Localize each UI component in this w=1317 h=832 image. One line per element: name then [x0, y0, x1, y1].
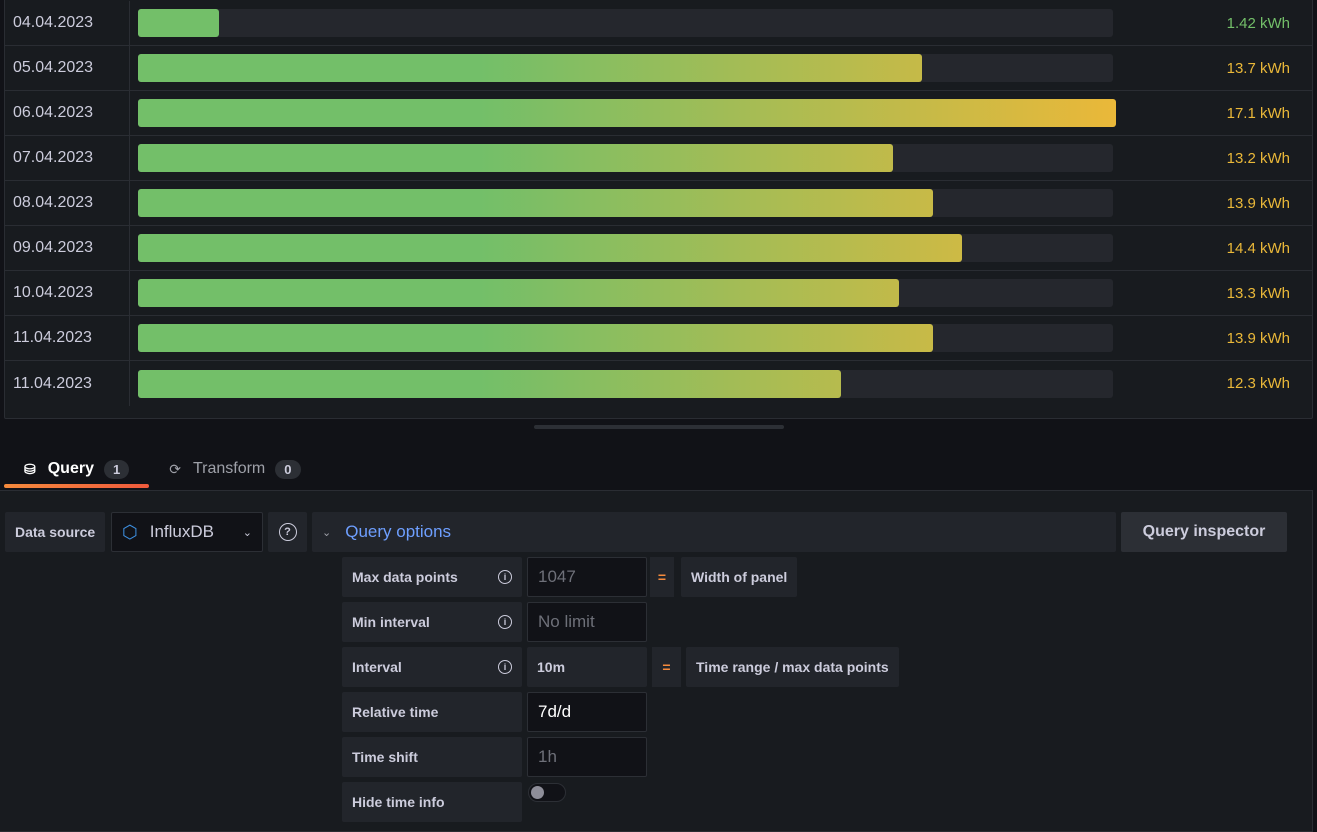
bar-gauge-fill [138, 54, 922, 82]
table-row: 09.04.2023 14.4 kWh [5, 226, 1312, 271]
query-count-badge: 1 [103, 459, 130, 479]
min-interval-input[interactable]: No limit [527, 602, 647, 642]
help-button[interactable]: ? [268, 512, 307, 552]
relative-time-label: Relative time [342, 692, 522, 732]
bar-gauge-fill [138, 324, 933, 352]
value-cell: 13.9 kWh [1226, 194, 1290, 212]
time-shift-input[interactable]: 1h [527, 737, 647, 777]
influxdb-icon: ⬡ [122, 521, 138, 542]
database-icon: ⛁ [24, 460, 36, 477]
date-cell: 07.04.2023 [5, 136, 130, 180]
interval-label: Interval i [342, 647, 522, 687]
bar-gauge-fill [138, 9, 220, 37]
value-cell: 13.9 kWh [1226, 329, 1290, 347]
table-row: 06.04.2023 17.1 kWh [5, 91, 1312, 136]
bar-gauge-track [138, 234, 1113, 262]
bar-gauge-track [138, 369, 1113, 398]
table-row: 04.04.2023 1.42 kWh [5, 1, 1312, 46]
chevron-down-icon: ⌄ [242, 526, 252, 539]
date-cell: 08.04.2023 [5, 181, 130, 225]
min-interval-label: Min interval i [342, 602, 522, 642]
bar-gauge-track [138, 54, 1113, 82]
bar-gauge-fill [138, 189, 933, 217]
resize-handle[interactable] [534, 425, 784, 429]
bar-gauge-fill [138, 99, 1116, 127]
bar-gauge-fill [138, 144, 893, 172]
bar-gauge-track [138, 189, 1113, 217]
hide-time-info-label: Hide time info [342, 782, 522, 822]
bar-gauge-fill [138, 279, 899, 307]
time-shift-label: Time shift [342, 737, 522, 777]
transform-count-badge: 0 [275, 459, 301, 479]
data-source-label: Data source [5, 512, 106, 552]
question-icon: ? [278, 523, 297, 541]
date-cell: 04.04.2023 [5, 1, 130, 45]
query-editor: Data source ⬡ InfluxDB ⌄ ? ⌄ Query optio… [0, 490, 1313, 832]
equals-sign: = [652, 647, 681, 687]
data-source-name: InfluxDB [149, 522, 214, 541]
date-cell: 06.04.2023 [5, 91, 130, 135]
bar-gauge-fill [138, 234, 962, 262]
hide-time-info-toggle[interactable] [528, 783, 566, 802]
interval-note: Time range / max data points [686, 647, 899, 687]
date-cell: 11.04.2023 [5, 316, 130, 360]
bar-gauge-fill [138, 369, 842, 398]
toggle-knob [531, 786, 544, 799]
value-cell: 13.7 kWh [1226, 59, 1290, 77]
value-cell: 14.4 kWh [1226, 239, 1290, 257]
transform-icon: ⟳ [169, 460, 181, 477]
info-icon[interactable]: i [498, 660, 512, 674]
date-cell: 11.04.2023 [5, 361, 130, 406]
width-of-panel-note: Width of panel [681, 557, 798, 597]
bar-gauge-table-panel: 04.04.2023 1.42 kWh 05.04.2023 13.7 kWh 06… [4, 0, 1313, 419]
chevron-down-icon: ⌄ [322, 526, 332, 539]
tab-query-label: Query [47, 460, 94, 477]
value-cell: 1.42 kWh [1226, 14, 1290, 32]
date-cell: 10.04.2023 [5, 271, 130, 315]
bar-gauge-track [138, 324, 1113, 352]
table-row: 05.04.2023 13.7 kWh [5, 46, 1312, 91]
date-cell: 05.04.2023 [5, 46, 130, 90]
info-icon[interactable]: i [498, 570, 512, 584]
value-cell: 13.2 kWh [1226, 149, 1290, 167]
table-row: 07.04.2023 13.2 kWh [5, 136, 1312, 181]
query-inspector-button[interactable]: Query inspector [1121, 512, 1287, 552]
value-cell: 13.3 kWh [1226, 284, 1290, 302]
tab-transform-label: Transform [192, 460, 266, 477]
interval-value: 10m [527, 647, 647, 687]
tab-transform[interactable]: ⟳ Transform 0 [149, 452, 320, 486]
max-data-points-input[interactable]: 1047 [527, 557, 647, 597]
relative-time-input[interactable]: 7d/d [527, 692, 647, 732]
max-data-points-label: Max data points i [342, 557, 522, 597]
table-row: 08.04.2023 13.9 kWh [5, 181, 1312, 226]
tab-query[interactable]: ⛁ Query 1 [4, 452, 150, 488]
equals-sign: = [650, 557, 674, 597]
editor-tabs: ⛁ Query 1 ⟳ Transform 0 [4, 452, 321, 488]
data-source-picker[interactable]: ⬡ InfluxDB ⌄ [111, 512, 263, 552]
table-row: 11.04.2023 13.9 kWh [5, 316, 1312, 361]
table-row: 11.04.2023 12.3 kWh [5, 361, 1312, 406]
query-options-label: Query options [345, 522, 452, 541]
info-icon[interactable]: i [498, 615, 512, 629]
bar-gauge-track [138, 99, 1116, 127]
bar-gauge-track [138, 144, 1113, 172]
bar-gauge-track [138, 279, 1113, 307]
query-options-toggle[interactable]: ⌄ Query options [312, 512, 1116, 552]
value-cell: 12.3 kWh [1226, 375, 1290, 392]
value-cell: 17.1 kWh [1226, 104, 1290, 122]
date-cell: 09.04.2023 [5, 226, 130, 270]
table-row: 10.04.2023 13.3 kWh [5, 271, 1312, 316]
bar-gauge-track [138, 9, 1113, 37]
